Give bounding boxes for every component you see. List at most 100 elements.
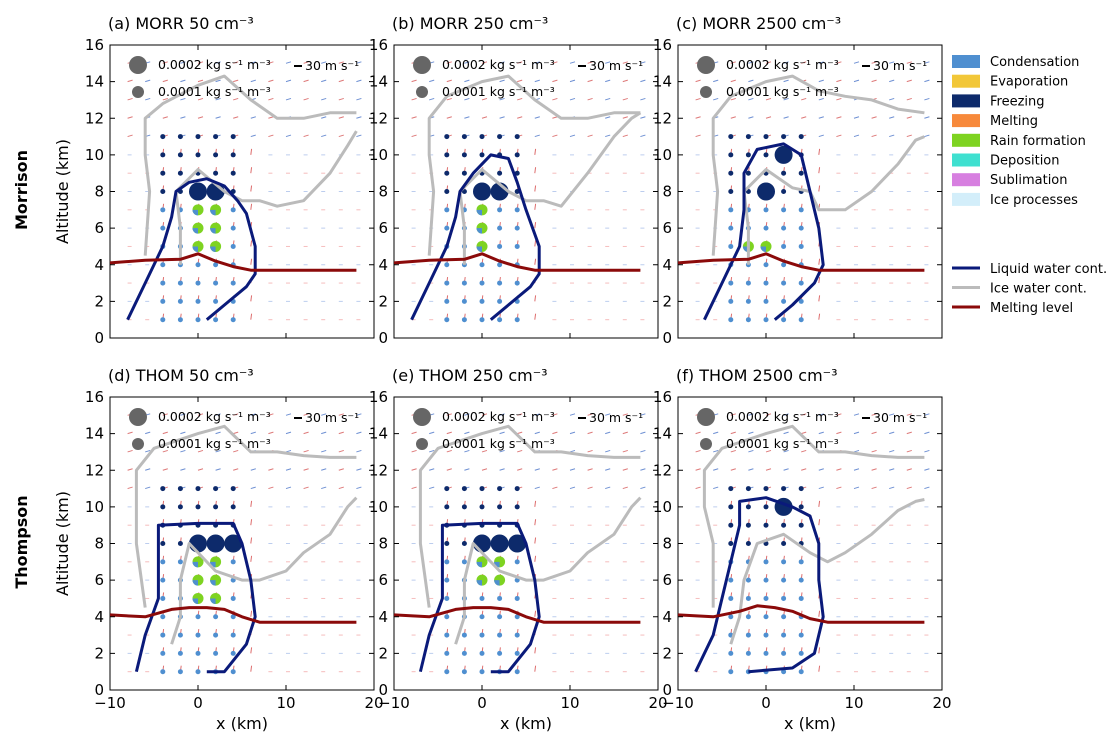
wind-arrow [713,449,719,453]
wind-arrow [338,413,344,416]
process-dot [479,317,485,323]
wind-arrow [303,449,309,453]
wind-arrow [818,313,821,320]
wind-arrow [552,134,558,138]
wind-arrow [162,413,168,416]
process-dot [160,134,166,140]
condensation-slice [192,580,198,586]
wind-arrow [765,413,772,416]
wind-arrow [801,97,807,101]
legend-label: Ice processes [990,193,1078,208]
wind-arrow [197,116,204,119]
wind-arrow [695,486,701,490]
wind-arrow [906,79,912,83]
process-dot [444,632,450,638]
wind-arrow [446,97,452,101]
wind-arrow [338,431,344,435]
process-dot [497,207,503,213]
freezing-point [473,534,491,553]
wind-arrow [534,185,537,192]
wind-arrow [446,413,452,416]
wind-arrow [622,116,628,119]
y-tick-label: 14 [653,73,672,91]
process-dot [763,280,769,286]
wind-arrow [587,431,593,435]
process-dot [745,632,751,638]
wind-arrow [783,116,789,119]
wind-arrow [765,116,772,119]
process-dot [177,280,183,286]
condensation-slice [210,580,216,586]
wind-arrow [713,79,719,83]
y-tick-label: 0 [94,329,104,347]
wind-arrow [569,468,576,471]
wind-arrow [552,468,558,471]
wind-arrow [818,295,821,302]
process-dot [195,632,201,638]
process-dot [514,614,520,620]
panel-title: (e) THOM 250 cm⁻³ [392,366,548,385]
process-dot [763,262,769,268]
y-tick-label: 10 [369,498,388,516]
process-dot [798,504,804,510]
process-dot [195,669,201,675]
process-dot [514,317,520,323]
wind-arrow [730,79,736,83]
wind-arrow [429,449,435,453]
wind-arrow [285,413,292,416]
wind-arrow [233,97,239,101]
wind-arrow [338,116,344,119]
process-dot [444,225,450,231]
scale-label-small: 0.0001 kg s⁻¹ m⁻³ [442,436,555,451]
wind-arrow [321,116,327,119]
wind-arrow [338,449,344,453]
wind-arrow [356,97,362,101]
freezing-point [757,182,775,201]
y-tick-label: 0 [662,681,672,699]
wind-arrow [429,486,435,490]
wind-arrow [464,413,470,416]
wind-arrow [695,116,701,119]
scale-label-big: 0.0002 kg s⁻¹ m⁻³ [726,57,839,72]
process-dot [728,170,734,176]
process-dot [479,614,485,620]
liquid-water-contour [703,142,825,321]
wind-arrow [197,413,204,416]
wind-arrow [695,431,701,435]
process-dot [798,280,804,286]
process-dot [230,243,236,249]
process-dot [177,152,183,158]
wind-arrow [303,79,309,83]
wind-arrow [321,468,327,471]
process-dot [798,559,804,565]
wind-arrow [569,413,576,416]
wind-arrow [534,555,537,562]
process-dot [781,577,787,583]
wind-arrow [622,413,628,416]
process-dot [798,486,804,492]
process-dot [160,614,166,620]
wind-arrow [285,431,292,435]
process-dot [514,632,520,638]
wind-arrow [783,431,789,435]
wind-arrow [765,449,772,453]
process-dot [213,134,219,140]
process-dot [444,614,450,620]
process-dot [479,280,485,286]
wind-arrow [853,486,860,490]
process-dot [444,207,450,213]
process-dot [728,317,734,323]
wind-arrow [321,413,327,416]
process-dot [444,280,450,286]
process-dot [728,541,734,546]
y-tick-label: 2 [662,292,672,310]
process-dot [461,559,467,565]
wind-arrow [250,555,253,562]
wind-arrow [889,413,895,416]
process-dot [745,298,751,304]
process-dot [728,577,734,583]
wind-arrow [818,258,821,265]
panel-2: 0.0002 kg s⁻¹ m⁻³ 0.0001 kg s⁻¹ m⁻³ 30 m s… [369,14,659,347]
wind-arrow [499,449,505,453]
